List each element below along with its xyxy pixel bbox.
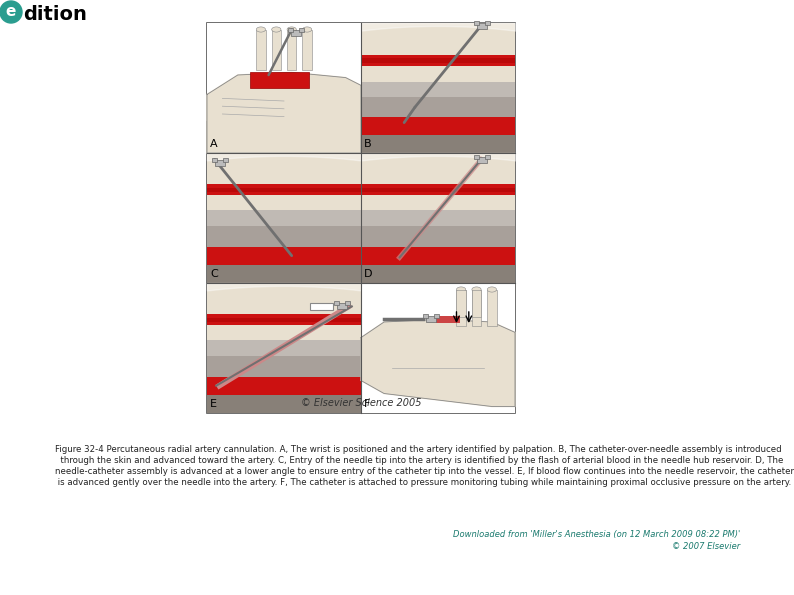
Bar [474, 155, 479, 158]
Bar [434, 314, 439, 318]
Bar [337, 303, 347, 309]
Bar [207, 153, 361, 283]
Bar [334, 302, 339, 305]
Bar [299, 29, 304, 32]
Bar [361, 117, 515, 135]
Polygon shape [207, 77, 241, 121]
Bar [477, 23, 488, 29]
Bar [485, 155, 490, 158]
Text: F: F [364, 399, 370, 409]
Bar [215, 161, 225, 167]
Bar [207, 315, 361, 325]
Ellipse shape [488, 287, 496, 292]
Bar [477, 156, 488, 162]
Polygon shape [361, 320, 515, 406]
Bar [457, 290, 466, 317]
Bar [207, 23, 361, 153]
Bar [361, 135, 515, 153]
Bar [361, 226, 515, 246]
Bar [207, 318, 361, 322]
Bar [361, 265, 515, 283]
Text: e: e [6, 5, 16, 20]
Bar [207, 283, 361, 340]
Text: © Elsevier Science 2005: © Elsevier Science 2005 [301, 398, 422, 408]
Bar [207, 153, 361, 210]
Text: B: B [364, 139, 372, 149]
Text: © 2007 Elsevier: © 2007 Elsevier [672, 542, 740, 551]
Text: D: D [364, 269, 372, 279]
Bar [272, 30, 281, 70]
Bar [223, 158, 229, 162]
Bar [361, 23, 515, 82]
Bar [256, 30, 265, 70]
Bar [437, 316, 460, 322]
Bar [287, 30, 296, 70]
Bar [361, 210, 515, 226]
Bar [207, 395, 361, 413]
Text: needle-catheter assembly is advanced at a lower angle to ensure entry of the cat: needle-catheter assembly is advanced at … [55, 467, 794, 476]
Polygon shape [207, 73, 361, 153]
Text: A: A [210, 139, 218, 149]
Bar [207, 226, 361, 246]
Bar [485, 21, 490, 24]
Bar [207, 210, 361, 226]
Bar [474, 21, 479, 24]
Text: dition: dition [23, 5, 87, 24]
Bar [361, 246, 515, 265]
Bar [361, 82, 515, 97]
Bar [345, 302, 350, 305]
Ellipse shape [472, 287, 481, 292]
Bar [361, 187, 515, 192]
Bar [207, 265, 361, 283]
Bar [207, 187, 361, 192]
Bar [361, 184, 515, 195]
Circle shape [0, 1, 22, 23]
Ellipse shape [272, 27, 281, 32]
Ellipse shape [287, 27, 296, 32]
Bar [361, 97, 515, 117]
Bar [207, 23, 515, 413]
Bar [287, 29, 293, 32]
Bar [212, 158, 218, 162]
Bar [207, 356, 361, 377]
Bar [361, 153, 515, 283]
Bar [488, 290, 496, 326]
Bar [207, 184, 361, 195]
Text: C: C [210, 269, 218, 279]
Bar [207, 283, 361, 413]
Bar [310, 303, 333, 309]
Ellipse shape [303, 27, 312, 32]
Bar [472, 290, 481, 326]
Bar [472, 290, 481, 317]
Bar [361, 58, 515, 62]
Text: Downloaded from 'Miller's Anesthesia (on 12 March 2009 08:22 PM)': Downloaded from 'Miller's Anesthesia (on… [453, 530, 740, 539]
Bar [361, 153, 515, 210]
Bar [291, 30, 301, 36]
Ellipse shape [457, 287, 466, 292]
Bar [457, 290, 466, 326]
Ellipse shape [256, 27, 265, 32]
Bar [250, 73, 309, 88]
Text: Figure 32-4 Percutaneous radial artery cannulation. A, The wrist is positioned a: Figure 32-4 Percutaneous radial artery c… [55, 445, 781, 454]
Bar [426, 317, 436, 322]
Bar [361, 23, 515, 153]
Bar [303, 30, 312, 70]
Bar [207, 246, 361, 265]
Bar [361, 283, 515, 413]
Bar [361, 55, 515, 65]
Text: through the skin and advanced toward the artery. C, Entry of the needle tip into: through the skin and advanced toward the… [55, 456, 784, 465]
Bar [207, 377, 361, 395]
Bar [207, 340, 361, 356]
Text: is advanced gently over the needle into the artery. F, The catheter is attached : is advanced gently over the needle into … [55, 478, 792, 487]
Bar [423, 314, 428, 318]
Text: E: E [210, 399, 217, 409]
